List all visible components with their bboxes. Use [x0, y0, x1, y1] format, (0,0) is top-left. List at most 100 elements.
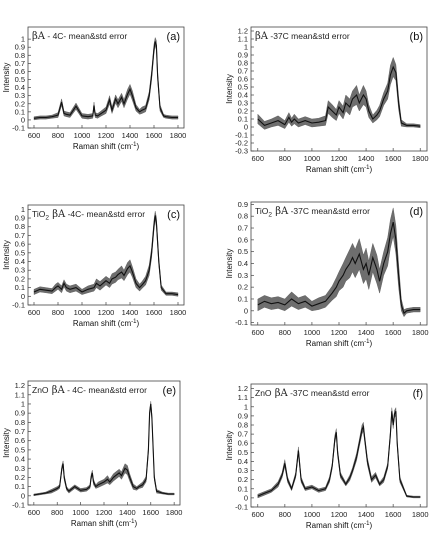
y-tick-label: 0.3 [15, 464, 25, 473]
y-tick-label: 0.3 [238, 466, 248, 475]
x-tick-label: 1200 [331, 154, 348, 163]
x-tick-label: 800 [279, 510, 292, 519]
y-tick-label: 0.7 [15, 427, 25, 436]
y-tick-label: 0.1 [15, 283, 25, 292]
x-axis-label: Raman shift (cm-1) [306, 339, 373, 348]
y-tick-label: 0 [244, 306, 248, 315]
y-tick-label: 0.1 [15, 107, 25, 116]
title-greek: βA [49, 385, 66, 396]
x-axis-label-text: Raman shift (cm [71, 519, 130, 528]
panel-title: TiO2 βA -4C- mean&std error [32, 209, 145, 222]
y-tick-label: 0.7 [238, 67, 248, 76]
x-axis-label-text: Raman shift (cm [306, 521, 365, 530]
x-tick-label: 1800 [166, 508, 183, 517]
y-tick-label: 0.4 [238, 91, 248, 100]
panel-label: (a) [167, 31, 180, 43]
title-prefix: TiO [255, 206, 269, 216]
axes-box [250, 383, 428, 508]
x-axis-label-end: ) [136, 319, 139, 328]
x-axis-label-text: Raman shift (cm [306, 339, 365, 348]
y-tick-label: 1.2 [238, 27, 248, 36]
panel-3: 600 800 1000 1200 1400 1600 1800 -0.100.10.20.3… [2, 204, 187, 328]
x-tick-label: 1000 [74, 308, 91, 317]
x-axis-label: Raman shift (cm-1) [73, 142, 140, 151]
x-tick-label: 1800 [412, 510, 429, 519]
y-tick-label: 0.6 [238, 75, 248, 84]
y-tick-label: 1 [244, 402, 248, 411]
y-tick-label: 0.3 [15, 91, 25, 100]
y-tick-label: 0.1 [238, 294, 248, 303]
x-tick-label: 1800 [412, 154, 429, 163]
y-axis-label: Intensity [225, 431, 234, 461]
y-tick-label: 0.4 [238, 457, 248, 466]
x-tick-label: 1400 [358, 154, 375, 163]
y-tick-label: 0.2 [15, 473, 25, 482]
x-axis-label-sup: -1 [131, 142, 137, 148]
x-axis-label-end: ) [369, 339, 372, 348]
y-tick-label: 0.8 [238, 421, 248, 430]
panel-title: TiO2 βA -37C mean&std error [255, 206, 370, 219]
x-axis-label-end: ) [369, 165, 372, 174]
title-rest: - 4C- mean&std error [45, 31, 127, 41]
y-tick-label: 0.4 [15, 455, 25, 464]
y-tick-label: 0.8 [15, 418, 25, 427]
y-tick-label: 0.9 [15, 43, 25, 52]
title-greek: βA [272, 388, 289, 399]
y-tick-label: 0.2 [238, 107, 248, 116]
y-tick-label: -0.1 [235, 318, 248, 327]
mean-line [33, 215, 179, 296]
y-tick-label: -0.1 [235, 131, 248, 140]
title-greek: βA [49, 209, 66, 220]
x-tick-label: 800 [51, 508, 64, 517]
y-tick-label: 0.6 [15, 240, 25, 249]
std-error-band [257, 207, 421, 318]
y-axis-label: Intensity [2, 240, 11, 270]
panel-5: 600 800 1000 1200 1400 1600 1800 -0.100.10.20.3… [2, 380, 183, 528]
x-tick-label: 1200 [331, 328, 348, 337]
x-axis-label: Raman shift (cm-1) [73, 319, 140, 328]
x-axis-label-end: ) [369, 521, 372, 530]
y-tick-label: 0.9 [238, 51, 248, 60]
x-axis-label: Raman shift (cm-1) [306, 165, 373, 174]
title-rest: - 4C- mean&std error [65, 385, 147, 395]
y-tick-label: 0.1 [238, 115, 248, 124]
x-axis-label-sup: -1 [364, 521, 370, 527]
y-tick-label: 1 [21, 399, 25, 408]
y-tick-label: 0.7 [15, 59, 25, 68]
x-tick-label: 1800 [170, 308, 187, 317]
title-rest: -37C mean&std error [288, 388, 370, 398]
title-prefix: ZnO [32, 385, 49, 395]
x-tick-label: 600 [252, 510, 265, 519]
x-tick-label: 1600 [385, 510, 402, 519]
x-tick-label: 1600 [146, 131, 163, 140]
axes-box [27, 380, 181, 506]
y-tick-label: 0.5 [238, 83, 248, 92]
x-tick-label: 1000 [304, 510, 321, 519]
x-axis-label-sup: -1 [131, 319, 137, 325]
y-tick-label: 1.1 [238, 393, 248, 402]
y-tick-label: 0.9 [15, 214, 25, 223]
title-subscript: 2 [45, 215, 49, 222]
panel-title: βA -37C mean&std error [255, 31, 350, 42]
x-tick-label: 1200 [98, 131, 115, 140]
x-tick-label: 600 [28, 308, 41, 317]
y-tick-label: -0.1 [235, 503, 248, 512]
panel-title: βA - 4C- mean&std error [32, 31, 127, 42]
y-tick-label: 0.7 [15, 231, 25, 240]
x-tick-label: 1200 [331, 510, 348, 519]
y-tick-label: 1 [21, 205, 25, 214]
panel-label: (e) [163, 385, 176, 397]
x-tick-label: 1400 [122, 308, 139, 317]
panel-label: (f) [413, 388, 423, 400]
x-axis-label-end: ) [134, 519, 137, 528]
y-tick-label: 0.2 [15, 99, 25, 108]
x-tick-label: 1400 [119, 508, 136, 517]
x-axis-label-text: Raman shift (cm [73, 319, 132, 328]
y-tick-label: 0.8 [15, 51, 25, 60]
x-tick-label: 1000 [304, 154, 321, 163]
mean-line [33, 403, 175, 496]
x-tick-label: 800 [279, 154, 292, 163]
y-tick-label: 0 [21, 491, 25, 500]
y-tick-label: 1.2 [238, 384, 248, 393]
